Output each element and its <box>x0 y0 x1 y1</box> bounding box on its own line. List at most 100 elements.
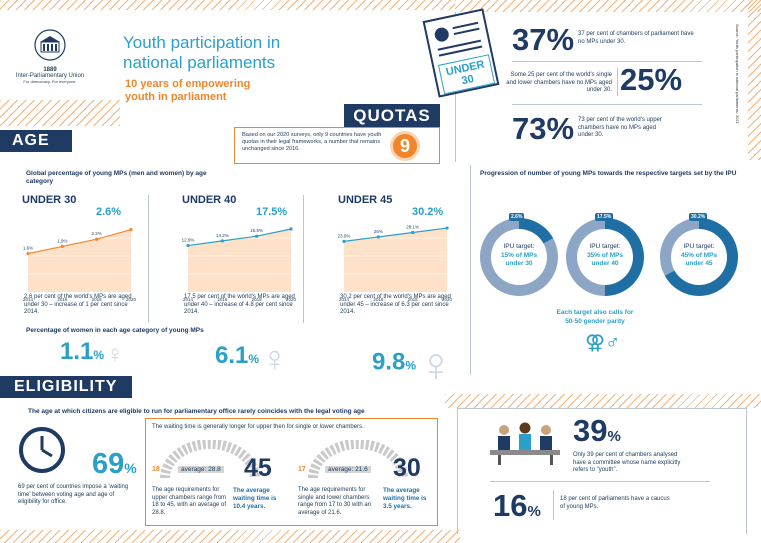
page-title: Youth participation in national parliame… <box>123 33 280 73</box>
eligibility-heading: The age at which citizens are eligible t… <box>28 408 365 415</box>
age-chart-headline: 2.6% <box>96 206 122 218</box>
data-point <box>289 227 293 231</box>
parity-line-2: 50-50 gender parity <box>565 317 625 325</box>
age-chart-caption: 17.5 per cent of the world's MPs are age… <box>184 294 295 315</box>
age-chart-caption: 2.6 per cent of the world's MPs are aged… <box>24 294 132 315</box>
lower-min: 17 <box>298 466 306 473</box>
donut-text: IPU target: <box>503 243 535 250</box>
eligibility-label: ELIGIBILITY <box>0 376 132 398</box>
age-chart-title: UNDER 45 <box>338 194 393 206</box>
data-label: 23.9% <box>338 233 350 238</box>
waiting-box <box>145 418 438 526</box>
caucus-value: 16 <box>493 488 528 523</box>
women-pct: % <box>405 358 417 373</box>
donut-center: IPU target: 35% of MPs under 40 <box>577 229 633 285</box>
page-subtitle: 10 years of empowering youth in parliame… <box>125 78 250 104</box>
donut-tag: 17.5% <box>595 213 614 221</box>
lower-wait: The average waiting time is 3.5 years. <box>383 487 427 510</box>
age-chart-plot: 23.9% 2014 26% 2016 28.1% 2018 2020 <box>338 224 453 302</box>
data-point <box>186 243 190 248</box>
parity-note: Each target also calls for 50-50 gender … <box>550 309 640 326</box>
x-tick-label: 2018 <box>252 297 263 302</box>
x-tick-label: 2020 <box>442 297 453 302</box>
committee-pct: % <box>607 428 621 445</box>
committee-value: 39 <box>573 413 608 448</box>
donut-center: IPU target: 15% of MPs under 30 <box>491 229 547 285</box>
women-value: 9.8 <box>372 348 406 376</box>
donut-center: IPU target: 45% of MPs under 45 <box>671 229 727 285</box>
target-donut-3: IPU target: 45% of MPs under 45 30.2% <box>660 213 738 296</box>
data-point <box>129 228 133 232</box>
upper-avg: average: 28.8 <box>178 466 224 473</box>
logo-year: 1889 <box>43 67 57 73</box>
data-label: 2.2% <box>92 231 102 236</box>
divider <box>512 104 702 105</box>
data-point <box>376 235 380 239</box>
donut-text: IPU target: <box>589 243 621 250</box>
subtitle-line-2: youth in parliament <box>125 91 227 103</box>
series-line <box>187 228 292 247</box>
upper-min: 18 <box>152 466 160 473</box>
women-value: 6.1 <box>215 342 249 370</box>
stripe-top-right <box>455 0 761 12</box>
age-chart-1: UNDER 30 2.6% 1.6% 2014 1.9% 2016 2.2% 2018 2020… <box>22 190 137 320</box>
data-point <box>411 230 415 235</box>
clock-stat: 69% <box>92 448 137 481</box>
donut-text: under 45 <box>685 260 713 267</box>
donut-tag: 30.2% <box>689 213 708 221</box>
data-point <box>445 226 449 230</box>
data-label: 28.1% <box>406 224 419 229</box>
lower-text: The age requirements for single and lowe… <box>298 487 372 516</box>
data-point <box>342 239 346 243</box>
target-donut-1: IPU target: 15% of MPs under 30 2.6% <box>480 213 558 296</box>
area-fill <box>28 229 131 292</box>
gender-symbols-icon: ⚢♂ <box>585 332 621 354</box>
upper-semicircle <box>155 439 265 485</box>
quotas-text: Based on our 2020 surveys, only 9 countr… <box>242 132 382 152</box>
age-chart-caption: 30.2 per cent of the world's MPs are age… <box>340 294 451 315</box>
progression-heading: Progression of number of young MPs towar… <box>480 170 737 177</box>
area-fill <box>344 228 447 292</box>
x-tick-label: 2016 <box>217 297 228 302</box>
female-symbol-icon: ♀ <box>106 340 125 368</box>
divider <box>553 490 554 520</box>
donut-text: under 30 <box>505 260 533 267</box>
stat-25-text: Some 25 per cent of the world's single a… <box>506 72 612 93</box>
person-icon <box>433 26 451 43</box>
divider <box>617 68 618 96</box>
upper-max: 45 <box>244 454 272 482</box>
data-point <box>60 244 64 248</box>
women-pct: % <box>248 352 260 367</box>
data-label: 12.9% <box>182 238 194 243</box>
committee-stat: 39% <box>573 413 621 449</box>
x-tick-label: 2020 <box>126 297 137 302</box>
caucus-pct: % <box>527 503 541 520</box>
data-label: 15.5% <box>250 228 263 233</box>
people-icon <box>490 420 560 471</box>
clock-stat-pct: % <box>124 460 137 476</box>
divider <box>148 195 149 323</box>
age-chart-title: UNDER 30 <box>22 194 77 206</box>
data-point <box>95 237 99 241</box>
women-value: 1.1 <box>60 338 94 365</box>
quotas-label: QUOTAS <box>344 104 440 128</box>
divider <box>490 481 710 482</box>
committee-text: Only 39 per cent of chambers analysed ha… <box>573 452 681 473</box>
stripe-left-band <box>0 100 120 126</box>
female-symbol-icon: ♀ <box>418 339 455 392</box>
age-label: AGE <box>0 130 72 152</box>
clock-stat-value: 69 <box>92 448 125 480</box>
age-chart-plot: 12.9% 2014 14.2% 2016 15.5% 2018 2020 <box>182 227 297 302</box>
parliament-building-icon <box>34 29 66 61</box>
lower-max: 30 <box>393 454 421 482</box>
subtitle-line-1: 10 years of empowering <box>125 78 251 90</box>
x-tick-label: 2014 <box>23 297 34 302</box>
data-label: 1.6% <box>23 246 33 251</box>
female-symbol-icon: ♀ <box>261 338 289 379</box>
x-tick-label: 2018 <box>92 297 103 302</box>
women-stat-3: 9.8%♀ <box>372 338 454 393</box>
lower-semicircle <box>303 439 413 485</box>
upper-text: The age requirements for upper chambers … <box>152 487 227 516</box>
data-point <box>255 234 259 238</box>
age-heading: Global percentage of young MPs (men and … <box>26 170 207 185</box>
